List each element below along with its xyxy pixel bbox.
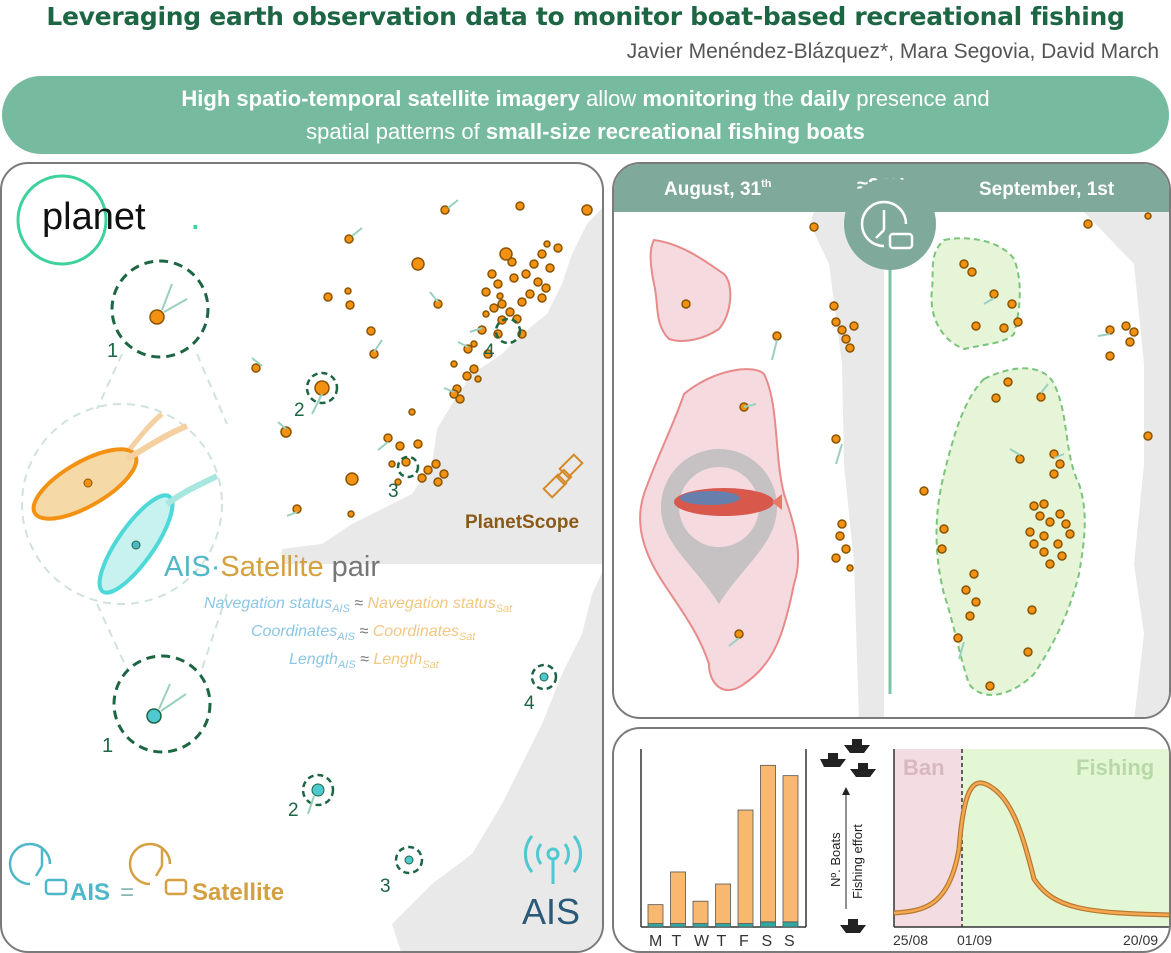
authors: Javier Menéndez-Blázquez*, Mara Segovia,… bbox=[626, 40, 1159, 63]
satellite-clock-icon bbox=[128, 842, 188, 896]
weekday-label-1: T bbox=[672, 933, 682, 950]
bar-ais-3 bbox=[715, 923, 731, 928]
fishing-effort-line bbox=[893, 781, 1169, 917]
weekday-label-4: F bbox=[739, 933, 749, 950]
label-3-bottom: 3 bbox=[380, 876, 391, 897]
satellite-icon bbox=[542, 453, 584, 499]
y-label-boats: Nº. Boats bbox=[828, 832, 843, 887]
pair-zoom-circle bbox=[21, 403, 223, 605]
weekday-label-3: T bbox=[717, 933, 727, 950]
label-2-top: 2 bbox=[294, 400, 305, 421]
comparison-rows: Navegation statusAIS ≈ Navegation status… bbox=[204, 595, 513, 671]
ais-clock-icon bbox=[8, 842, 68, 896]
left-panel-map: planet . 1 AIS·Satellite pair Navegation… bbox=[8, 174, 602, 951]
planet-logo-dot: . bbox=[190, 196, 201, 238]
left-panel: planet . 1 AIS·Satellite pair Navegation… bbox=[0, 162, 604, 953]
fishing-period bbox=[962, 749, 1169, 927]
fishing-label: Fishing bbox=[1076, 755, 1154, 780]
page-title: Leveraging earth observation data to mon… bbox=[46, 2, 1125, 31]
clock-icon bbox=[860, 200, 914, 250]
boat-icons-top bbox=[820, 739, 876, 777]
bar-satellite-4 bbox=[737, 809, 754, 924]
x-tick-20-09: 20/09 bbox=[1123, 932, 1158, 948]
wakes-right-panel bbox=[728, 297, 1111, 660]
left-date: August, 31th bbox=[664, 178, 772, 200]
bar-satellite-5 bbox=[760, 764, 776, 923]
label-1-top: 1 bbox=[107, 340, 118, 362]
bar-satellite-6 bbox=[782, 775, 799, 923]
label-1-bottom: 1 bbox=[102, 735, 113, 757]
label-2-bottom: 2 bbox=[288, 800, 299, 821]
daily-comparison-panel: August, 31th September, 1st ≈24H bbox=[612, 162, 1171, 719]
weekday-label-6: S bbox=[784, 933, 795, 950]
weekday-label-2: W bbox=[694, 933, 710, 950]
weekday-bars bbox=[647, 764, 799, 928]
bar-ais-1 bbox=[670, 923, 686, 928]
boat-wakes-upper bbox=[251, 199, 483, 517]
ban-period bbox=[894, 749, 962, 927]
bar-satellite-1 bbox=[670, 871, 686, 924]
ais-satellite-pair-title: AIS·Satellite pair bbox=[164, 551, 380, 583]
satellite-detections-upper bbox=[251, 201, 593, 518]
bar-satellite-0 bbox=[647, 904, 664, 924]
bar-ais-5 bbox=[760, 921, 776, 928]
planetscope-label: PlanetScope bbox=[465, 512, 579, 533]
bar-satellite-3 bbox=[715, 883, 731, 924]
x-tick-25-08: 25/08 bbox=[893, 932, 928, 948]
weekday-label-5: S bbox=[762, 933, 773, 950]
y-label-effort: Fishing effort bbox=[850, 824, 865, 899]
location-pin-icon bbox=[661, 449, 782, 604]
row-coordinates: CoordinatesAIS ≈ CoordinatesSat bbox=[251, 623, 476, 643]
bar-ais-6 bbox=[782, 921, 799, 928]
ais-logo-text: AIS bbox=[522, 891, 580, 932]
bar-ais-2 bbox=[692, 923, 709, 928]
weekday-label-0: M bbox=[649, 933, 662, 950]
equation-ais: AIS bbox=[70, 879, 110, 906]
boats-september-1 bbox=[919, 212, 1153, 691]
label-4-top: 4 bbox=[484, 341, 495, 362]
row-length: LengthAIS ≈ LengthSat bbox=[289, 651, 440, 671]
equation-satellite: Satellite bbox=[192, 879, 284, 906]
boat-icon-bottom bbox=[840, 919, 866, 933]
equation-equals: = bbox=[120, 879, 134, 906]
label-3-top: 3 bbox=[388, 481, 399, 502]
x-tick-01-09: 01/09 bbox=[957, 932, 992, 948]
planet-logo-ring bbox=[16, 174, 108, 266]
daily-comparison-map: August, 31th September, 1st ≈24H bbox=[614, 164, 1169, 717]
key-message-banner: High spatio-temporal satellite imagery a… bbox=[2, 76, 1169, 154]
row-navegation-status: Navegation statusAIS ≈ Navegation status… bbox=[204, 595, 513, 615]
planet-logo: planet bbox=[42, 196, 146, 238]
label-4-bottom: 4 bbox=[524, 693, 535, 714]
ais-antenna-icon bbox=[524, 835, 582, 884]
bar-ais-0 bbox=[647, 923, 664, 928]
bar-ais-4 bbox=[737, 923, 754, 928]
right-date: September, 1st bbox=[979, 179, 1115, 200]
ban-label: Ban bbox=[903, 755, 945, 780]
bar-satellite-2 bbox=[692, 900, 709, 924]
boats-august-31 bbox=[681, 222, 859, 639]
